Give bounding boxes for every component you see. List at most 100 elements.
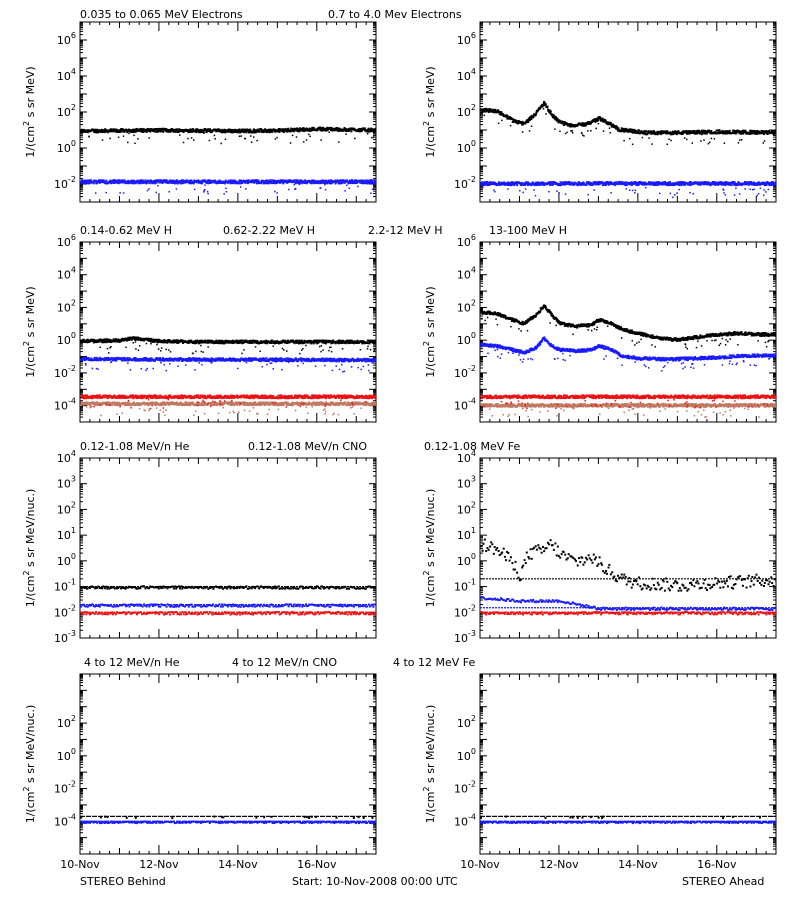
data-point [346, 341, 349, 344]
data-point [636, 182, 639, 185]
data-point [161, 181, 164, 184]
data-point [767, 188, 770, 191]
data-point [243, 349, 245, 351]
data-point [543, 101, 546, 104]
data-point [240, 128, 243, 131]
data-point [736, 129, 739, 132]
data-point [651, 143, 653, 145]
data-point [163, 339, 166, 342]
data-point [237, 341, 240, 344]
data-point [598, 116, 601, 119]
data-point [524, 122, 527, 125]
data-point [373, 349, 376, 351]
data-point [749, 132, 752, 135]
data-point [94, 179, 97, 182]
data-point [171, 358, 174, 361]
data-point [630, 181, 633, 184]
data-point [763, 140, 766, 142]
data-point [160, 362, 162, 364]
data-point [115, 179, 118, 182]
data-point [360, 129, 363, 132]
data-point [234, 180, 237, 183]
data-point [223, 193, 225, 195]
data-point [724, 182, 727, 185]
data-point [155, 191, 157, 194]
data-point [136, 359, 139, 362]
data-point [180, 358, 183, 361]
data-point [644, 130, 647, 133]
data-point [260, 182, 263, 185]
data-point [255, 129, 258, 132]
data-point [322, 126, 325, 129]
data-point [673, 132, 676, 135]
data-point [276, 192, 278, 194]
data-point [203, 189, 205, 192]
data-point [665, 132, 668, 135]
data-point [324, 183, 326, 186]
data-point [208, 339, 211, 342]
data-point [267, 180, 270, 183]
data-point [203, 357, 206, 360]
data-point [682, 182, 685, 185]
data-point [765, 191, 767, 193]
data-point [322, 341, 325, 344]
data-point [261, 366, 264, 368]
data-point [297, 182, 300, 185]
data-point [521, 123, 524, 126]
data-point [159, 356, 162, 359]
data-point [766, 132, 769, 135]
data-point [319, 182, 322, 185]
data-point [615, 125, 618, 128]
data-point [171, 181, 174, 184]
data-point [109, 346, 111, 349]
data-point [581, 134, 584, 136]
data-point [107, 352, 110, 354]
data-point [725, 130, 728, 133]
data-point [301, 129, 304, 132]
data-point [93, 339, 96, 342]
data-point [320, 344, 323, 347]
data-point [168, 357, 171, 360]
data-point [111, 357, 114, 360]
data-point [207, 357, 210, 360]
data-point [771, 131, 774, 134]
data-point [169, 351, 172, 353]
data-point [224, 138, 227, 140]
data-point [485, 180, 488, 183]
data-point [273, 128, 276, 131]
data-point [232, 342, 235, 345]
plot-panel: 10-4 10-2 100 102 104 106 1/(cm2 s sr MeV) [22, 233, 377, 423]
data-point [609, 122, 612, 125]
data-point [482, 186, 484, 189]
data-point [346, 184, 348, 187]
data-point [621, 130, 624, 133]
data-point [556, 118, 559, 121]
data-point [330, 129, 333, 132]
data-point [710, 137, 713, 140]
data-point [268, 130, 271, 133]
data-point [168, 362, 171, 365]
data-point [217, 128, 220, 131]
data-point [269, 341, 272, 344]
data-point [123, 339, 126, 342]
data-point [605, 183, 608, 186]
data-point [487, 181, 490, 184]
data-point [122, 192, 125, 194]
data-point [738, 193, 741, 195]
data-point [316, 181, 319, 184]
data-point [549, 112, 552, 115]
data-point [701, 132, 704, 135]
data-point [85, 364, 87, 366]
data-point [147, 357, 150, 360]
data-point [618, 180, 621, 183]
data-point [209, 128, 212, 131]
data-point [261, 131, 264, 134]
data-point [80, 130, 83, 133]
data-point [757, 192, 760, 195]
data-point [128, 128, 131, 131]
plot-panel: 10-2 100 102 104 106 1/(cm2 s sr MeV) [22, 21, 377, 203]
data-point [154, 130, 157, 133]
data-point [762, 194, 765, 197]
data-point [713, 183, 716, 186]
data-point [633, 129, 636, 132]
